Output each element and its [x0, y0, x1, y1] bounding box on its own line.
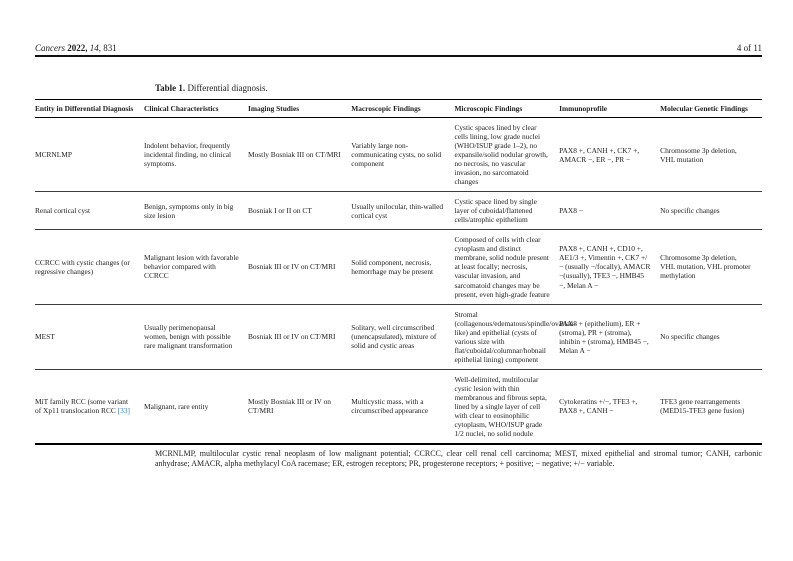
journal-year: 2022,: [67, 43, 88, 53]
cell-macroscopic: Multicystic mass, with a circumscribed a…: [351, 368, 455, 444]
running-head: Cancers 2022, 14, 831 4 of 11: [35, 43, 762, 53]
cell-imaging: Mostly Bosniak III on CT/MRI: [248, 150, 341, 160]
cell-immunoprofile: Cytokeratins +/−, TFE3 +, PAX8 +, CANH −: [559, 368, 661, 444]
column-header-immunoprofile: Immunoprofile: [559, 99, 661, 119]
table-caption-text: Differential diagnosis.: [187, 83, 268, 93]
table-row-mest: MEST Usually perimenopausal women, benig…: [35, 303, 762, 370]
column-header-clinical: Clinical Characteristics: [144, 99, 248, 119]
cell-molecular: Chromosome 3p deletion, VHL mutation: [660, 145, 737, 164]
column-header-macroscopic: Macroscopic Findings: [351, 99, 455, 119]
cell-immunoprofile: PAX8 + (epithelium), ER + (stroma), PR +…: [559, 303, 661, 370]
cell-entity: Renal cortical cyst: [35, 191, 145, 230]
header-rule: [35, 55, 762, 57]
cell-microscopic: Cystic space lined by single layer of cu…: [454, 191, 560, 230]
cell-imaging: Bosniak III or IV on CT/MRI: [248, 229, 352, 305]
cell-clinical: Benign, symptoms only in big size lesion: [144, 191, 248, 230]
table-row-ccrcc-cystic: CCRCC with cystic changes (or regressive…: [35, 229, 762, 305]
table-footnote: MCRNLMP, multilocular cystic renal neopl…: [155, 448, 762, 469]
cell-microscopic: Composed of cells with clear cytoplasm a…: [454, 229, 560, 305]
cell-molecular: No specific changes: [660, 303, 762, 370]
table-row-mit-family-rcc: MiT family RCC (some variant of Xp11 tra…: [35, 368, 762, 444]
cell-immunoprofile: PAX8 +, CANH +, CK7 +, AMACR −, ER −, PR…: [559, 145, 640, 164]
cell-entity: MiT family RCC (some variant of Xp11 tra…: [35, 368, 145, 444]
journal-article-number: 831: [103, 43, 117, 53]
cell-microscopic: Well-delimited, multilocular cystic lesi…: [454, 368, 560, 444]
cell-imaging: Bosniak I or II on CT: [248, 191, 352, 230]
cell-macroscopic: Solitary, well circumscribed (unencapsul…: [351, 303, 455, 370]
page-number: 4 of 11: [736, 43, 762, 53]
table-caption: Table 1. Differential diagnosis.: [155, 83, 268, 93]
cell-clinical: Malignant, rare entity: [144, 368, 248, 444]
cell-entity: MCRNLMP: [35, 150, 72, 160]
cell-microscopic: Cystic spaces lined by clear cells linin…: [454, 123, 548, 187]
cell-clinical: Indolent behavior, frequently incidental…: [144, 141, 232, 169]
cell-molecular: No specific changes: [660, 191, 762, 230]
differential-diagnosis-table: Entity in Differential Diagnosis Clinica…: [35, 99, 762, 445]
cell-microscopic: Stromal (collagenous/edematous/spindle/o…: [454, 303, 576, 370]
cell-entity: CCRCC with cystic changes (or regressive…: [35, 229, 145, 305]
table-row-mcrnlmp: MCRNLMP Indolent behavior, frequently in…: [35, 118, 762, 192]
cell-entity: MEST: [35, 303, 145, 370]
journal-name: Cancers: [35, 43, 65, 53]
entity-text: MiT family RCC (some variant of Xp11 tra…: [35, 397, 129, 416]
cell-immunoprofile: PAX8 −: [559, 191, 661, 230]
column-header-molecular: Molecular Genetic Findings: [660, 99, 762, 119]
cell-imaging: Mostly Bosniak III or IV on CT/MRI: [248, 368, 352, 444]
journal-citation: Cancers 2022, 14, 831: [35, 43, 117, 53]
cell-macroscopic: Variably large non-communicating cysts, …: [351, 141, 442, 169]
column-header-imaging: Imaging Studies: [248, 99, 352, 119]
table-header-row: Entity in Differential Diagnosis Clinica…: [35, 99, 762, 119]
table-row-renal-cortical-cyst: Renal cortical cyst Benign, symptoms onl…: [35, 191, 762, 230]
cell-imaging: Bosniak III or IV on CT/MRI: [248, 303, 352, 370]
table-caption-label: Table 1.: [155, 83, 186, 93]
cell-macroscopic: Usually unilocular, thin-walled cortical…: [351, 191, 455, 230]
column-header-microscopic: Microscopic Findings: [454, 99, 560, 119]
journal-volume: 14,: [89, 43, 101, 53]
cell-immunoprofile: PAX8 +, CANH +, CD10 +, AE1/3 +, Vimenti…: [559, 229, 661, 305]
cell-clinical: Malignant lesion with favorable behavior…: [144, 229, 248, 305]
cell-clinical: Usually perimenopausal women, benign wit…: [144, 303, 248, 370]
column-header-entity: Entity in Differential Diagnosis: [35, 99, 145, 119]
cell-molecular: TFE3 gene rearrangements (MED15-TFE3 gen…: [660, 368, 762, 444]
cell-macroscopic: Solid component, necrosis, hemorrhage ma…: [351, 229, 455, 305]
citation-link[interactable]: [33]: [117, 406, 130, 416]
table-block: Entity in Differential Diagnosis Clinica…: [35, 99, 762, 470]
cell-molecular: Chromosome 3p deletion, VHL mutation, VH…: [660, 229, 762, 305]
